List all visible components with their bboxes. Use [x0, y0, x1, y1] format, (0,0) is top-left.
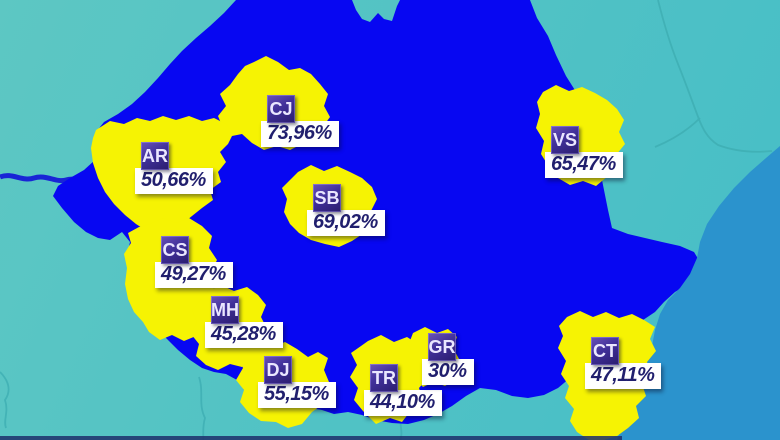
county-label-dj: DJ 55,15% [258, 356, 336, 408]
county-value: 30% [422, 359, 474, 385]
county-value: 65,47% [545, 152, 623, 178]
county-code-badge: CT [591, 337, 619, 365]
county-value: 55,15% [258, 382, 336, 408]
county-code-badge: CJ [267, 95, 295, 123]
county-label-ar: AR 50,66% [135, 142, 213, 194]
county-label-cs: CS 49,27% [155, 236, 233, 288]
county-label-vs: VS 65,47% [545, 126, 623, 178]
county-code-badge: SB [313, 184, 341, 212]
county-code-badge: DJ [264, 356, 292, 384]
county-code-badge: TR [370, 364, 398, 392]
county-label-gr: GR 30% [422, 333, 474, 385]
county-value: 69,02% [307, 210, 385, 236]
county-value: 50,66% [135, 168, 213, 194]
county-label-cj: CJ 73,96% [261, 95, 339, 147]
county-code-badge: VS [551, 126, 579, 154]
county-label-sb: SB 69,02% [307, 184, 385, 236]
county-code-badge: GR [428, 333, 456, 361]
county-label-mh: MH 45,28% [205, 296, 283, 348]
bottom-edge-strip [0, 436, 622, 440]
county-label-tr: TR 44,10% [364, 364, 442, 416]
county-label-ct: CT 47,11% [585, 337, 662, 389]
county-code-badge: MH [211, 296, 239, 324]
county-value: 49,27% [155, 262, 233, 288]
county-code-badge: AR [141, 142, 169, 170]
county-value: 44,10% [364, 390, 442, 416]
county-value: 73,96% [261, 121, 339, 147]
county-value: 45,28% [205, 322, 283, 348]
county-value: 47,11% [585, 363, 662, 389]
county-code-badge: CS [161, 236, 189, 264]
